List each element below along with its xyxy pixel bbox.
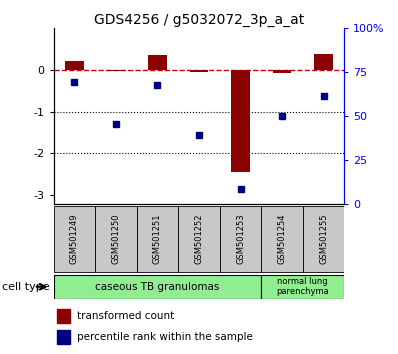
FancyBboxPatch shape [54,206,95,272]
Text: GSM501255: GSM501255 [319,214,328,264]
Bar [273,70,291,73]
Text: GSM501250: GSM501250 [111,214,121,264]
Bar [148,55,167,70]
Text: GSM501253: GSM501253 [236,213,245,264]
Text: GSM501252: GSM501252 [195,214,203,264]
Bar [57,330,70,344]
Bar [65,61,84,70]
Text: GSM501249: GSM501249 [70,214,79,264]
Text: cell type: cell type [2,282,50,292]
Text: caseous TB granulomas: caseous TB granulomas [95,282,220,292]
Text: GSM501251: GSM501251 [153,214,162,264]
FancyBboxPatch shape [95,206,137,272]
FancyBboxPatch shape [54,275,261,299]
Bar [314,54,333,70]
FancyBboxPatch shape [261,206,303,272]
FancyBboxPatch shape [261,275,344,299]
Bar [231,70,250,172]
Bar [57,309,70,323]
Bar [190,70,208,72]
Text: GSM501254: GSM501254 [277,214,287,264]
Bar [107,70,125,71]
Title: GDS4256 / g5032072_3p_a_at: GDS4256 / g5032072_3p_a_at [94,13,304,27]
Text: transformed count: transformed count [77,311,174,321]
FancyBboxPatch shape [137,206,178,272]
FancyBboxPatch shape [220,206,261,272]
FancyBboxPatch shape [303,206,344,272]
Text: normal lung
parenchyma: normal lung parenchyma [276,277,329,296]
Text: percentile rank within the sample: percentile rank within the sample [77,332,253,342]
FancyBboxPatch shape [178,206,220,272]
